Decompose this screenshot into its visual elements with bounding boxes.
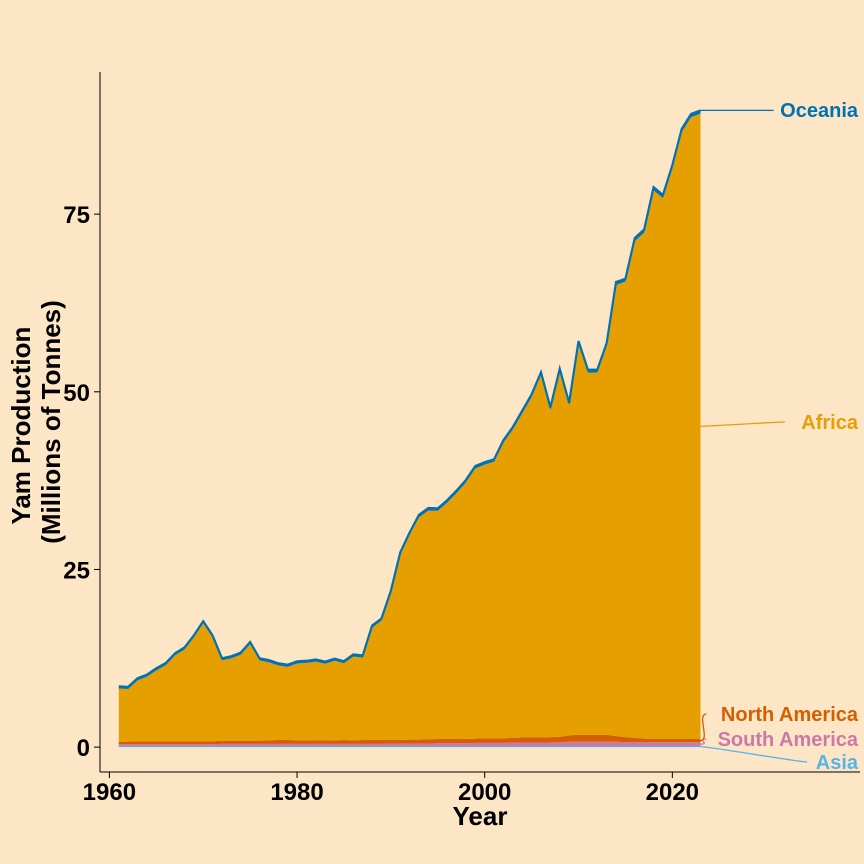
area-africa: [118, 113, 701, 742]
y-tick-label: 75: [63, 202, 90, 229]
label-africa: Africa: [801, 412, 859, 434]
leader-south-america: [700, 738, 707, 745]
leader-asia: [700, 745, 808, 763]
y-axis-title-line-2: (Millions of Tonnes): [36, 300, 66, 544]
y-tick-label: 0: [77, 735, 90, 762]
label-south-america: South America: [718, 729, 859, 751]
x-tick-label: 1980: [270, 779, 323, 806]
axes: [99, 72, 860, 773]
x-tick-label: 2000: [458, 779, 511, 806]
label-north-america: North America: [721, 704, 859, 726]
y-tick-label: 25: [63, 557, 90, 584]
area-layers: [118, 109, 701, 748]
y-tick-label: 50: [63, 380, 90, 407]
x-ticks: 1960 1980 2000 2020: [83, 772, 699, 806]
label-asia: Asia: [816, 752, 859, 774]
area-asia: [118, 746, 701, 748]
y-axis-title: Yam Production (Millions of Tonnes): [6, 300, 66, 544]
area-top-outline: [118, 109, 701, 688]
x-tick-label: 1960: [83, 779, 136, 806]
area-north-america: [118, 734, 701, 745]
area-south-america: [118, 741, 701, 747]
leader-north-america: [700, 713, 707, 742]
label-oceania: Oceania: [780, 100, 859, 122]
leader-africa: [700, 421, 785, 427]
x-tick-label: 2020: [646, 779, 699, 806]
y-axis-title-line-1: Yam Production: [6, 327, 36, 525]
y-ticks: 0 25 50 75: [63, 202, 100, 762]
x-axis-title: Year: [453, 801, 508, 831]
